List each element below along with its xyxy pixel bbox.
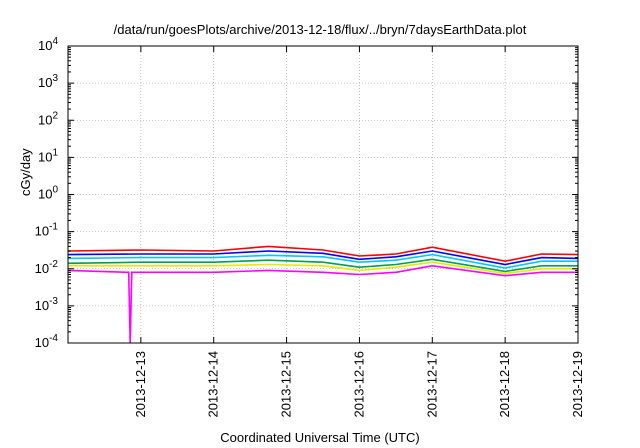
series-line-5	[68, 261, 578, 275]
y-tick-label: 10-4	[35, 333, 59, 350]
grid-lines	[68, 46, 578, 343]
x-tick-label: 2013-12-15	[279, 351, 294, 418]
y-axis-label: cGy/day	[18, 148, 33, 196]
chart-title: /data/run/goesPlots/archive/2013-12-18/f…	[113, 22, 527, 37]
series-line-1	[67, 245, 579, 263]
series-line-3	[67, 253, 578, 269]
series-line-4	[67, 258, 578, 273]
x-tick-label: 2013-12-13	[133, 351, 148, 418]
x-tick-label: 2013-12-17	[424, 351, 439, 418]
x-tick-label: 2013-12-18	[497, 351, 512, 418]
y-tick-label: 10-1	[35, 222, 59, 239]
y-tick-label: 102	[38, 110, 58, 127]
x-axis-ticks: 2013-12-13 2013-12-14 2013-12-15 2013-12-16…	[133, 46, 585, 418]
y-axis-ticks: 10-4 10-3 10-2 10-1 100 101 102 103 104	[35, 36, 578, 350]
y-tick-label: 104	[38, 36, 58, 53]
series-line-6	[67, 264, 578, 344]
y-tick-label: 103	[38, 73, 58, 90]
y-tick-label: 10-3	[35, 296, 59, 313]
x-tick-label: 2013-12-16	[351, 351, 366, 418]
series-layer	[67, 245, 579, 344]
y-tick-label: 10-2	[35, 259, 59, 276]
y-tick-label: 101	[38, 147, 58, 164]
x-tick-label: 2013-12-19	[570, 351, 585, 418]
y-tick-label: 100	[38, 185, 58, 202]
x-axis-label: Coordinated Universal Time (UTC)	[220, 430, 420, 445]
x-tick-label: 2013-12-14	[206, 351, 221, 418]
series-line-2	[67, 250, 579, 266]
